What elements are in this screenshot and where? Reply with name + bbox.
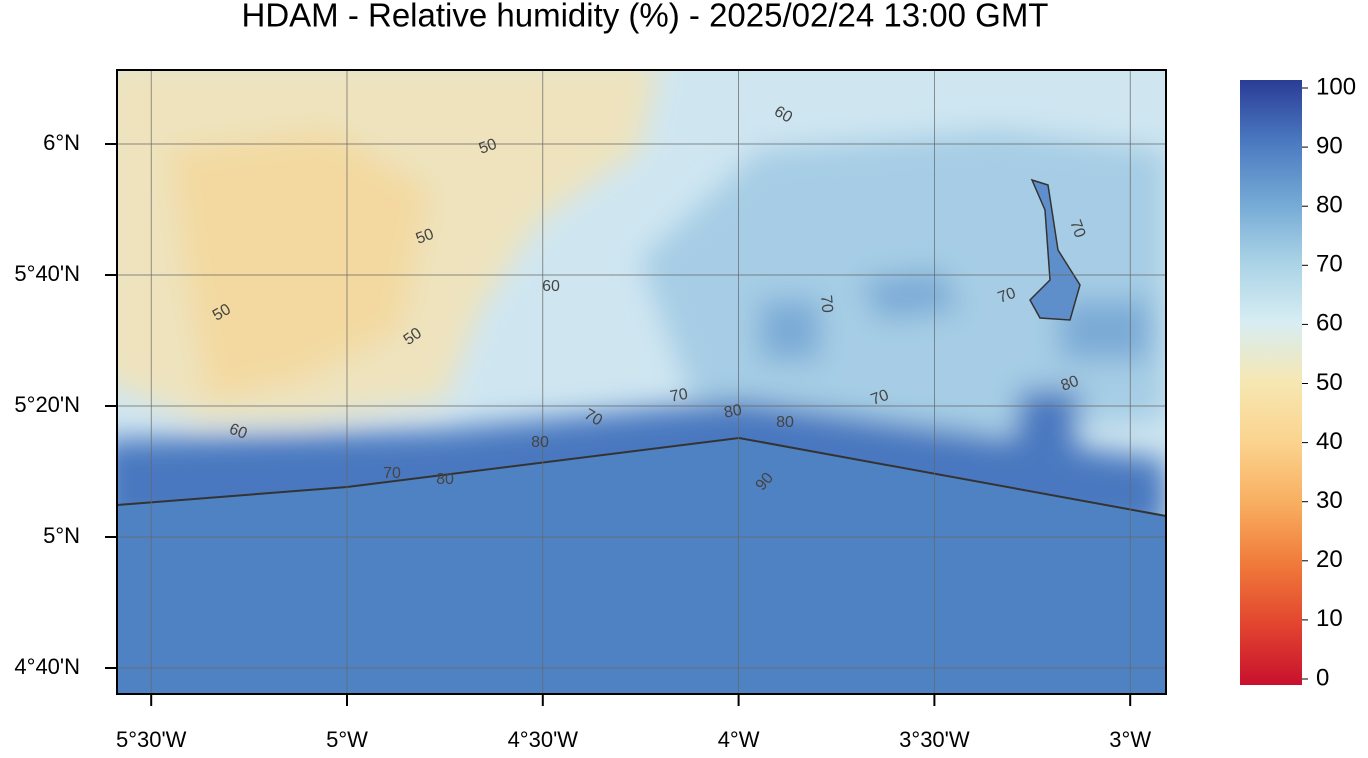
contour-label: 70 (581, 406, 605, 430)
colorbar (1240, 80, 1302, 685)
colorbar-label: 10 (1316, 605, 1343, 632)
contour-label: 70 (1066, 218, 1088, 241)
moist-lagoon (1010, 390, 1080, 490)
lat-tick-label: 5°20'N (14, 392, 80, 417)
lat-tick-label: 4°40'N (14, 654, 80, 679)
lon-tick-label: 5°30'W (116, 727, 187, 752)
lon-tick-label: 3°W (1109, 727, 1151, 752)
contour-label: 70 (996, 285, 1019, 307)
lat-tick-label: 5°40'N (14, 261, 80, 286)
contour-label: 60 (227, 421, 250, 443)
contour-label: 60 (771, 103, 795, 127)
graticule (117, 70, 1166, 694)
colorbar-label: 40 (1316, 428, 1343, 455)
title: HDAM - Relative humidity (%) - 2025/02/2… (242, 0, 1049, 34)
colorbar-label: 70 (1316, 251, 1343, 278)
contour-label: 60 (542, 278, 560, 295)
contour-label: 70 (817, 294, 836, 313)
contour-label: 80 (1059, 373, 1082, 395)
lat-tick-label: 6°N (43, 130, 80, 155)
contour-label: 70 (383, 465, 401, 482)
contour-label: 80 (723, 402, 744, 422)
lon-tick-label: 5°W (326, 727, 368, 752)
driest-region (170, 130, 430, 400)
colorbar-label: 60 (1316, 310, 1343, 337)
colorbar-label: 0 (1316, 664, 1329, 691)
colorbar-label: 100 (1316, 73, 1356, 100)
contour-label: 80 (436, 471, 454, 488)
contour-label: 80 (776, 414, 794, 431)
map-frame (116, 69, 1167, 695)
colorbar-label: 80 (1316, 192, 1343, 219)
lon-tick-label: 3°30'W (899, 727, 970, 752)
contour-label: 50 (477, 136, 500, 158)
lon-tick-label: 4°W (718, 727, 760, 752)
colorbar-label: 90 (1316, 132, 1343, 159)
colorbar-label: 30 (1316, 487, 1343, 514)
contour-label: 70 (669, 386, 690, 406)
contour-label: 50 (210, 301, 234, 325)
contour-label: 80 (531, 434, 549, 451)
sea (117, 438, 1166, 694)
lat-tick-label: 5°N (43, 523, 80, 548)
lon-tick-label: 4°30'W (508, 727, 579, 752)
colorbar-label: 50 (1316, 369, 1343, 396)
colorbar-label: 20 (1316, 546, 1343, 573)
contour-label: 70 (869, 387, 892, 409)
contour-label: 50 (414, 226, 437, 248)
lake (1029, 178, 1081, 321)
